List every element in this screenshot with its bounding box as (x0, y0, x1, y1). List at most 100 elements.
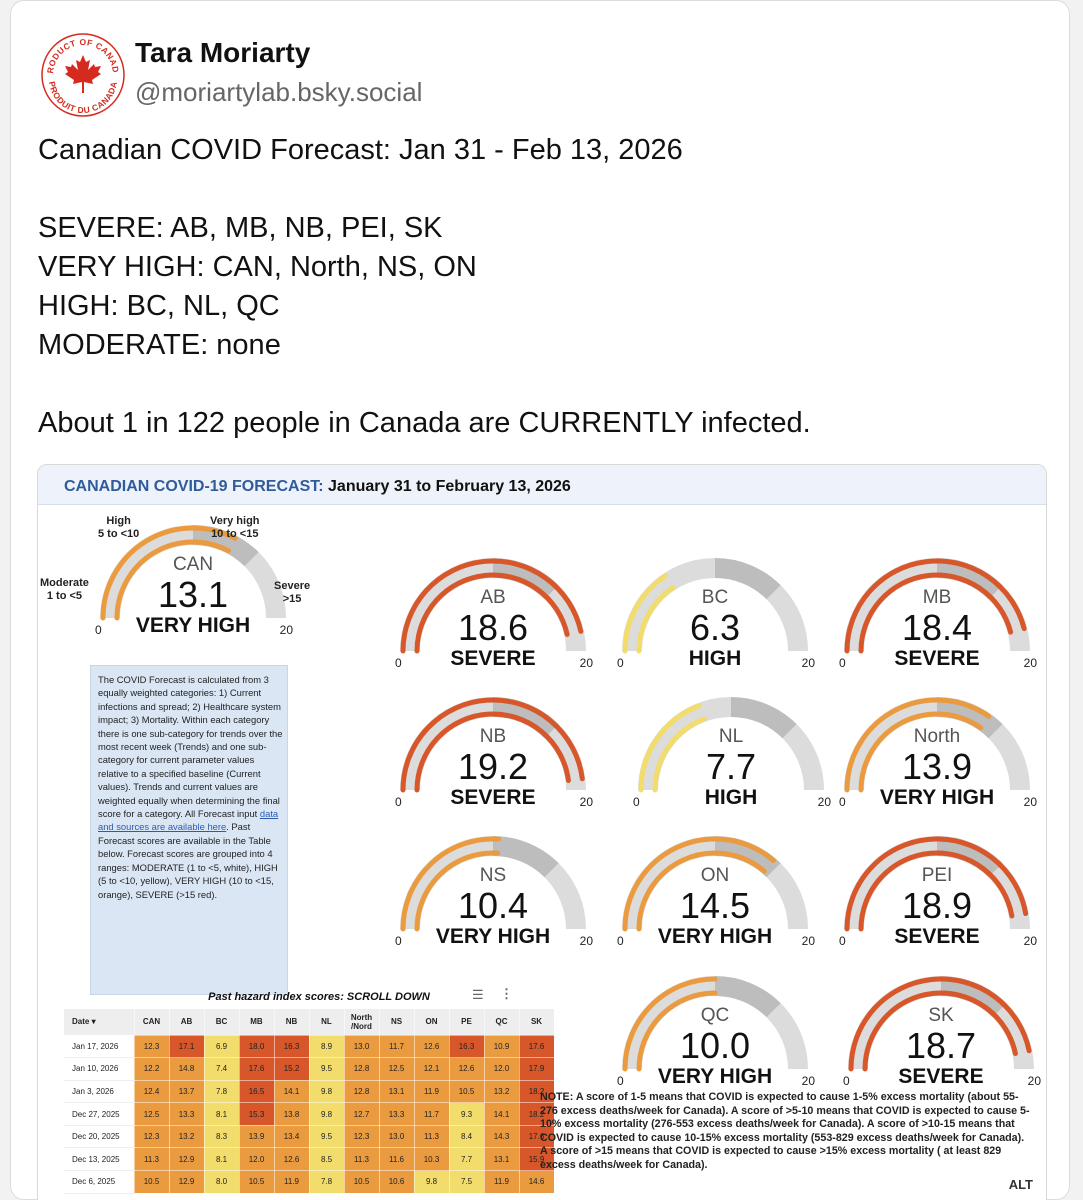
score-cell: 14.8 (169, 1057, 205, 1081)
score-cell: 10.5 (239, 1170, 275, 1194)
gauge-dial (844, 836, 1030, 932)
gauge-band-1 (871, 836, 938, 878)
alt-text-button[interactable]: ALT (1003, 1175, 1038, 1194)
legend-moderate: Moderate 1 to <5 (40, 577, 89, 602)
gauge-on: ON 14.5 VERY HIGH 0 20 (615, 823, 815, 953)
gauge-level: SEVERE (894, 925, 980, 948)
forecast-image[interactable]: CANADIAN COVID-19 FORECAST: January 31 t… (37, 464, 1047, 1200)
score-cell: 12.0 (484, 1057, 520, 1081)
score-cell: 8.0 (204, 1170, 240, 1194)
gauge-max: 20 (579, 656, 593, 670)
column-header[interactable]: ON (414, 1009, 450, 1036)
gauge-band-1 (427, 836, 494, 878)
gauge-band-3 (766, 863, 808, 930)
gauge-band-1 (127, 525, 194, 567)
gauge-band-3 (766, 585, 808, 652)
score-cell: 7.5 (449, 1170, 485, 1194)
score-cell: 8.5 (309, 1147, 345, 1172)
gauge-dial (400, 697, 586, 793)
table-row: Jan 10, 2026 12.2 14.8 7.4 17.6 15.2 9.5 12.8 12… (64, 1057, 555, 1081)
column-header[interactable]: AB (169, 1009, 205, 1036)
gauge-value: 19.2 (457, 746, 529, 787)
row-date: Jan 17, 2026 (64, 1035, 135, 1059)
gauge-value: 7.7 (705, 746, 757, 787)
gauge-band-0 (844, 863, 886, 930)
column-header[interactable]: North/Nord (344, 1009, 380, 1036)
post-line: MODERATE: none (38, 329, 281, 361)
score-cell: 12.5 (134, 1102, 170, 1126)
score-cell: 13.9 (239, 1125, 275, 1149)
post-line: Canadian COVID Forecast: Jan 31 - Feb 13… (38, 134, 683, 166)
date-column-header[interactable]: Date ▾ (64, 1009, 135, 1036)
gauge-value-arc-outer (622, 836, 776, 932)
gauge-region: MB (922, 587, 952, 608)
gauge-level: SEVERE (898, 1065, 984, 1088)
gauge-dial (400, 558, 586, 654)
author-name[interactable]: Tara Moriarty (135, 37, 311, 68)
post-line: HIGH: BC, NL, QC (38, 290, 280, 322)
legend-severe: Severe >15 (274, 580, 311, 605)
table-row: Dec 27, 2025 12.5 13.3 8.1 15.3 13.8 9.8 12.7 13… (64, 1102, 555, 1126)
gauge-nl: NL 7.7 HIGH 0 20 (631, 684, 831, 814)
gauge-level: SEVERE (450, 786, 536, 809)
column-header[interactable]: BC (204, 1009, 240, 1036)
gauge-band-1 (871, 558, 938, 600)
table-row: Dec 20, 2025 12.3 13.2 8.3 13.9 13.4 9.5 12.3 13… (64, 1125, 555, 1149)
gauge-band-2 (714, 558, 781, 600)
gauge-band-2 (492, 558, 559, 600)
gauge-min: 0 (617, 1074, 624, 1088)
score-cell: 12.6 (414, 1035, 450, 1059)
column-header[interactable]: NS (379, 1009, 415, 1036)
gauge-band-0 (622, 1003, 664, 1070)
score-cell: 15.2 (274, 1057, 310, 1081)
gauge-value-arc-outer (848, 976, 1032, 1072)
score-cell: 12.9 (169, 1147, 205, 1172)
score-cell: 13.0 (344, 1035, 380, 1059)
column-header[interactable]: PE (449, 1009, 485, 1036)
gauge-max: 20 (1023, 795, 1037, 809)
author-handle[interactable]: @moriartylab.bsky.social (135, 77, 423, 107)
gauge-dial (400, 836, 586, 932)
gauge-value: 18.9 (901, 885, 973, 926)
column-header[interactable]: MB (239, 1009, 275, 1036)
gauge-band-2 (730, 697, 797, 739)
gauge-level: VERY HIGH (879, 786, 995, 809)
filter-icon[interactable]: ☰ (472, 987, 484, 1002)
gauge-band-3 (988, 724, 1030, 791)
table-row: Dec 6, 2025 10.5 12.9 8.0 10.5 11.9 7.8 10.5 10.… (64, 1170, 555, 1194)
gauge-value-arc-inner (636, 990, 718, 1072)
forecast-description: The COVID Forecast is calculated from 3 … (90, 665, 288, 995)
gauge-max: 20 (801, 934, 815, 948)
past-scores-table[interactable]: Past hazard index scores: SCROLL DOWN ☰ … (64, 986, 574, 1200)
gauge-min: 0 (395, 934, 402, 948)
gauge-band-1 (427, 558, 494, 600)
post-line: SEVERE: AB, MB, NB, PEI, SK (38, 212, 443, 244)
gauge-band-1 (649, 836, 716, 878)
score-cell: 7.4 (204, 1057, 240, 1081)
column-header[interactable]: CAN (134, 1009, 170, 1036)
gauge-max: 20 (1023, 934, 1037, 948)
gauge-level: SEVERE (450, 647, 536, 670)
gauge-level: SEVERE (894, 647, 980, 670)
gauge-value: 13.1 (157, 574, 229, 615)
score-cell: 11.6 (379, 1147, 415, 1172)
gauge-band-2 (492, 836, 559, 878)
column-header[interactable]: QC (484, 1009, 520, 1036)
gauge-value-arc-outer (844, 697, 992, 793)
column-header[interactable]: SK (519, 1009, 555, 1036)
row-date: Jan 3, 2026 (64, 1080, 135, 1104)
score-cell: 13.8 (274, 1102, 310, 1126)
gauge-value-arc-outer (400, 697, 585, 793)
avatar[interactable]: PRODUCT OF CANADA PRODUIT DU CANADA (37, 29, 129, 121)
gauge-value-arc-outer (844, 558, 1027, 654)
gauge-region: NB (479, 726, 507, 747)
column-header[interactable]: NB (274, 1009, 310, 1036)
score-cell: 12.0 (239, 1147, 275, 1172)
score-cell: 13.3 (379, 1102, 415, 1126)
score-cell: 10.5 (344, 1170, 380, 1194)
row-date: Dec 20, 2025 (64, 1125, 135, 1149)
data-sources-link[interactable]: data and sources are available here (98, 808, 279, 833)
more-options-icon[interactable]: ⋮ (500, 986, 513, 1001)
gauge-region: QC (700, 1005, 730, 1026)
column-header[interactable]: NL (309, 1009, 345, 1036)
